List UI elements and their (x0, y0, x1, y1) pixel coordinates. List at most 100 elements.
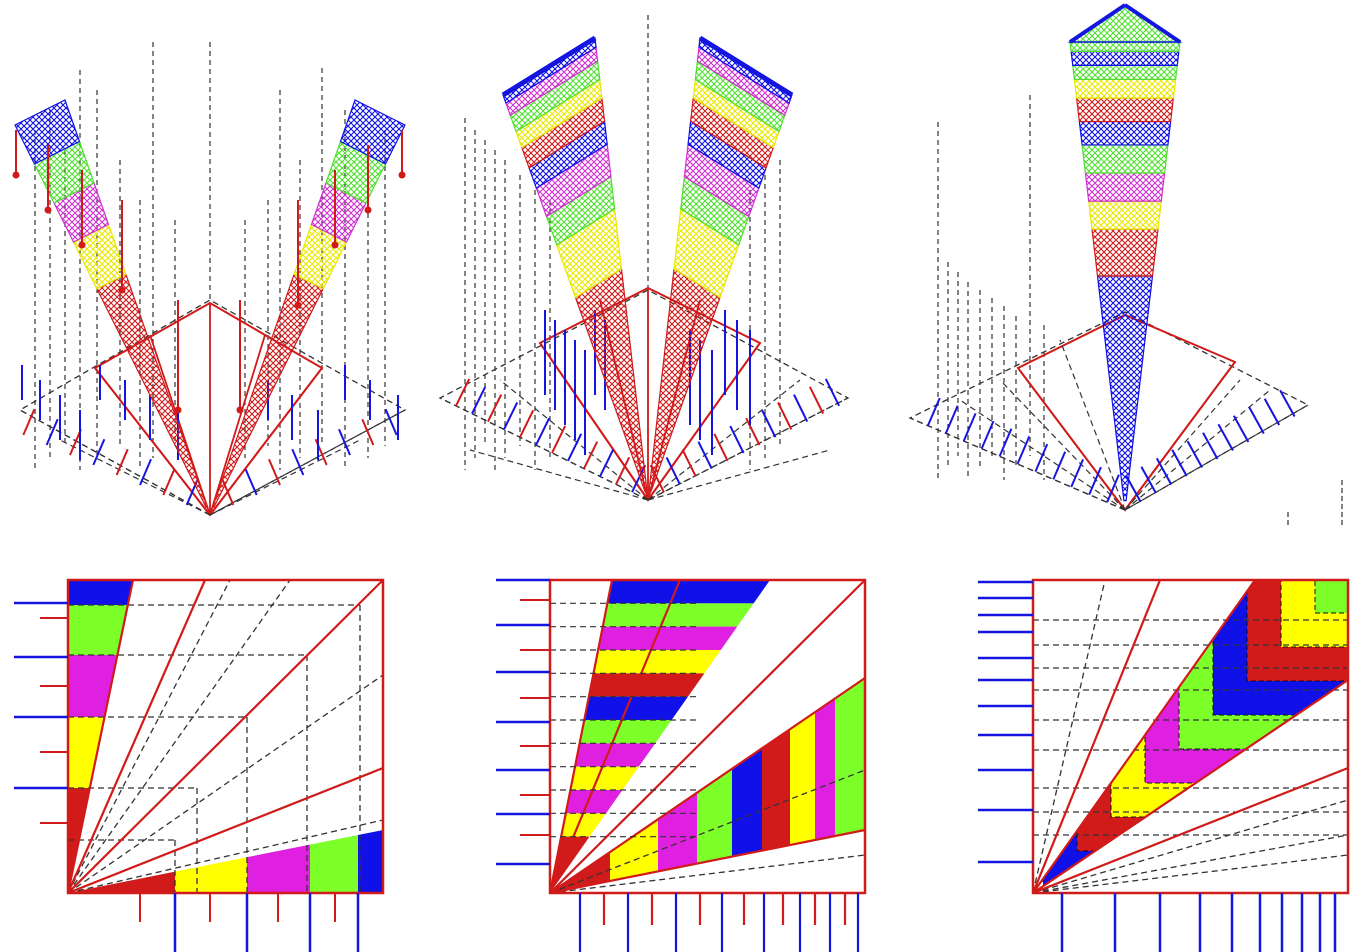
dashed-ray (209, 409, 406, 516)
red-tick (777, 402, 793, 430)
support-node (398, 171, 406, 179)
red-ray (647, 342, 761, 501)
dashed-ray (1059, 339, 1126, 511)
dashed-ray (959, 399, 1126, 511)
red-tick (455, 378, 471, 407)
red-ray (67, 579, 384, 894)
blue-tick (1186, 440, 1203, 468)
dashed-ray (439, 397, 649, 501)
dashed-ray (549, 769, 866, 894)
blue-tick (1171, 449, 1188, 477)
red-tick (487, 394, 503, 422)
dashed-ray (647, 397, 849, 501)
red-tick (361, 418, 375, 446)
blue-tick (980, 420, 995, 450)
blue-tick (793, 394, 809, 422)
band (310, 835, 358, 893)
band (602, 603, 754, 627)
blue-tick (139, 458, 152, 486)
red-ray (66, 579, 135, 894)
dashed-ray (549, 854, 866, 894)
red-ray (549, 828, 866, 895)
band (68, 886, 100, 893)
lattice-band (1070, 50, 1180, 67)
band (68, 717, 105, 788)
band (762, 729, 790, 851)
dashed-ray (59, 439, 211, 516)
lattice-band (1084, 172, 1166, 202)
red-tick (162, 468, 176, 496)
dashed-ray (647, 379, 801, 501)
blue-tick (535, 417, 551, 446)
red-ray (1017, 367, 1126, 511)
lattice-band (1091, 228, 1159, 277)
dashed-ray (1032, 579, 1106, 894)
blue-tick (92, 438, 106, 466)
blue-tick (338, 428, 351, 456)
red-ray (1032, 766, 1349, 895)
blue-tick (1202, 432, 1219, 460)
band (556, 836, 590, 860)
wedge-bands (1042, 580, 1348, 886)
red-ray (548, 579, 614, 894)
band (579, 720, 672, 744)
red-ray (1032, 579, 1256, 894)
band (584, 696, 688, 720)
band (732, 748, 762, 857)
band (561, 813, 606, 837)
lattice-band (1067, 4, 1183, 43)
support-node (364, 206, 372, 214)
red-ray (539, 342, 649, 501)
support-node (294, 301, 302, 309)
dashed-ray (1124, 379, 1241, 511)
blue-tick (45, 418, 59, 446)
blue-tick (665, 456, 681, 485)
red-ray (1124, 361, 1236, 511)
red-tick (22, 408, 36, 436)
blue-tick (761, 409, 777, 438)
blue-tick (384, 408, 398, 436)
support-node (78, 241, 86, 249)
blue-tick (824, 378, 840, 407)
band (68, 655, 118, 717)
blue-tick (1052, 451, 1067, 480)
band (835, 678, 865, 836)
lattice-band (1078, 120, 1172, 146)
dashed-ray (67, 674, 384, 894)
lattice-band (1088, 200, 1162, 230)
band (658, 792, 697, 872)
support-node (331, 241, 339, 249)
lattice-band (1075, 97, 1175, 123)
band (588, 673, 705, 697)
red-tick (615, 456, 631, 485)
dashed-ray (67, 819, 384, 894)
blue-edge (501, 35, 597, 98)
band (575, 852, 610, 888)
support-node (12, 171, 20, 179)
blue-tick (503, 402, 519, 430)
red-tick (268, 458, 281, 486)
blue-tick (1106, 474, 1120, 503)
red-ray (548, 579, 682, 894)
lattice-band (574, 267, 648, 493)
band (68, 605, 128, 655)
red-ray (66, 579, 207, 894)
support-node (174, 406, 182, 414)
red-tick (519, 409, 535, 438)
frame (1031, 578, 1350, 895)
dashed-ray (209, 439, 361, 516)
blue-tick (1140, 466, 1157, 494)
red-tick (713, 433, 729, 462)
support-node (118, 286, 126, 294)
red-ray (94, 367, 211, 516)
red-tick (808, 386, 825, 415)
blue-tick (1155, 457, 1173, 485)
band (697, 768, 732, 864)
red-ray (1031, 579, 1162, 894)
band (593, 650, 721, 674)
lattice-band (648, 267, 721, 493)
red-ray (1032, 679, 1349, 894)
lattice-band (1072, 64, 1178, 81)
support-node (236, 406, 244, 414)
